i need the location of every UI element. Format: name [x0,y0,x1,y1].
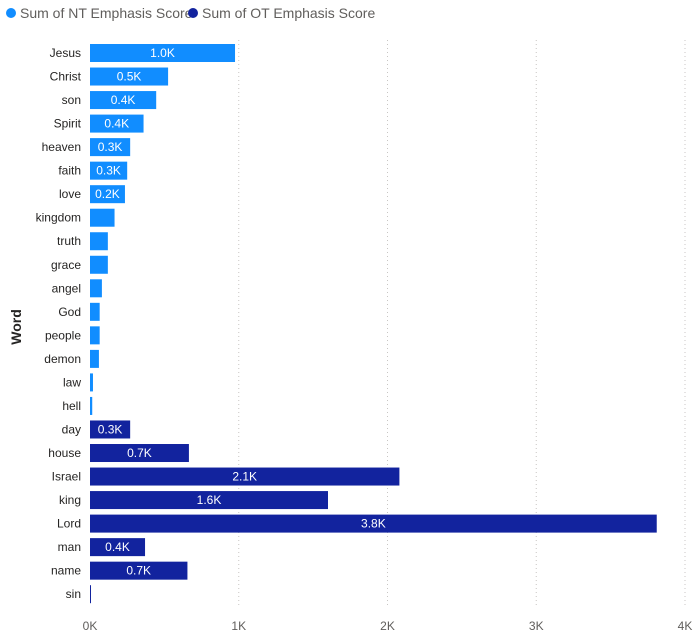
category-label-Christ: Christ [50,70,82,84]
category-label-angel: angel [52,281,81,295]
bar-day[interactable] [90,420,131,439]
data-label-heaven: 0.3K [98,140,123,154]
category-label-kingdom: kingdom [36,211,81,225]
category-label-Israel: Israel [52,470,81,484]
data-label-Christ: 0.5K [117,70,142,84]
category-label-demon: demon [44,352,81,366]
category-label-truth: truth [57,234,81,248]
bar-house[interactable] [90,444,189,463]
category-label-God: God [58,305,81,319]
category-label-day: day [62,422,81,436]
x-tick-label: 0K [83,619,98,633]
data-label-man: 0.4K [105,540,130,554]
x-tick-label: 2K [380,619,395,633]
category-label-name: name [51,564,81,578]
legend-label-nt: Sum of NT Emphasis Score [20,5,193,21]
data-label-day: 0.3K [98,422,123,436]
category-label-grace: grace [51,258,81,272]
legend-item-nt[interactable]: Sum of NT Emphasis Score [6,5,193,21]
category-label-love: love [59,187,81,201]
data-label-love: 0.2K [95,187,120,201]
bar-man[interactable] [90,538,146,557]
bar-son[interactable] [90,91,157,110]
y-axis-title: Word [8,309,24,345]
legend-dot-nt [6,8,16,18]
bar-king[interactable] [90,491,328,510]
legend-dot-ot [188,8,198,18]
bar-heaven[interactable] [90,138,131,157]
data-label-Israel: 2.1K [232,470,257,484]
bar-Spirit[interactable] [90,114,144,133]
bars: 1.0K 0.5K 0.4K 0.4K 0.3K 0.3K 0.2K 0.3K 0.7K 2.1K… [90,44,657,604]
category-label-Spirit: Spirit [54,117,82,131]
category-labels: JesusChristsonSpiritheavenfaithlovekingd… [36,46,82,601]
bar-kingdom[interactable] [90,208,115,227]
category-label-king: king [59,493,81,507]
bar-grace[interactable] [90,255,108,274]
data-label-house: 0.7K [127,446,152,460]
data-label-Lord: 3.8K [361,517,386,531]
bar-people[interactable] [90,326,100,345]
data-label-name: 0.7K [126,564,151,578]
data-label-Spirit: 0.4K [104,117,129,131]
x-tick-label: 3K [529,619,544,633]
bar-faith[interactable] [90,161,128,180]
bar-Jesus[interactable] [90,44,236,62]
bar-Israel[interactable] [90,467,400,486]
category-label-heaven: heaven [42,140,81,154]
category-label-man: man [58,540,81,554]
category-label-law: law [63,375,81,389]
data-label-son: 0.4K [111,93,136,107]
x-tick-label: 1K [231,619,246,633]
legend-item-ot[interactable]: Sum of OT Emphasis Score [188,5,375,21]
bar-Lord[interactable] [90,514,657,533]
data-label-Jesus: 1.0K [150,46,175,60]
gridlines [238,40,686,608]
bar-name[interactable] [90,561,188,580]
legend: Sum of NT Emphasis Score Sum of OT Empha… [6,5,375,21]
bar-God[interactable] [90,302,100,321]
bar-demon[interactable] [90,349,99,368]
legend-label-ot: Sum of OT Emphasis Score [202,5,375,21]
bar-Christ[interactable] [90,67,169,86]
data-label-faith: 0.3K [96,164,121,178]
category-label-faith: faith [58,164,81,178]
bar-law[interactable] [90,373,93,392]
bar-hell[interactable] [90,396,93,415]
x-tick-label: 4K [678,619,693,633]
bar-truth[interactable] [90,232,108,251]
data-label-king: 1.6K [197,493,222,507]
category-label-people: people [45,328,81,342]
category-label-Lord: Lord [57,517,81,531]
category-label-house: house [48,446,81,460]
category-label-son: son [62,93,81,107]
bar-love[interactable] [90,185,125,204]
x-axis-ticks: 0K 1K 2K 3K 4K [83,619,693,633]
bar-angel[interactable] [90,279,102,298]
category-label-sin: sin [66,587,81,601]
category-label-hell: hell [62,399,81,413]
bar-sin[interactable] [90,585,91,604]
category-label-Jesus: Jesus [50,46,81,60]
